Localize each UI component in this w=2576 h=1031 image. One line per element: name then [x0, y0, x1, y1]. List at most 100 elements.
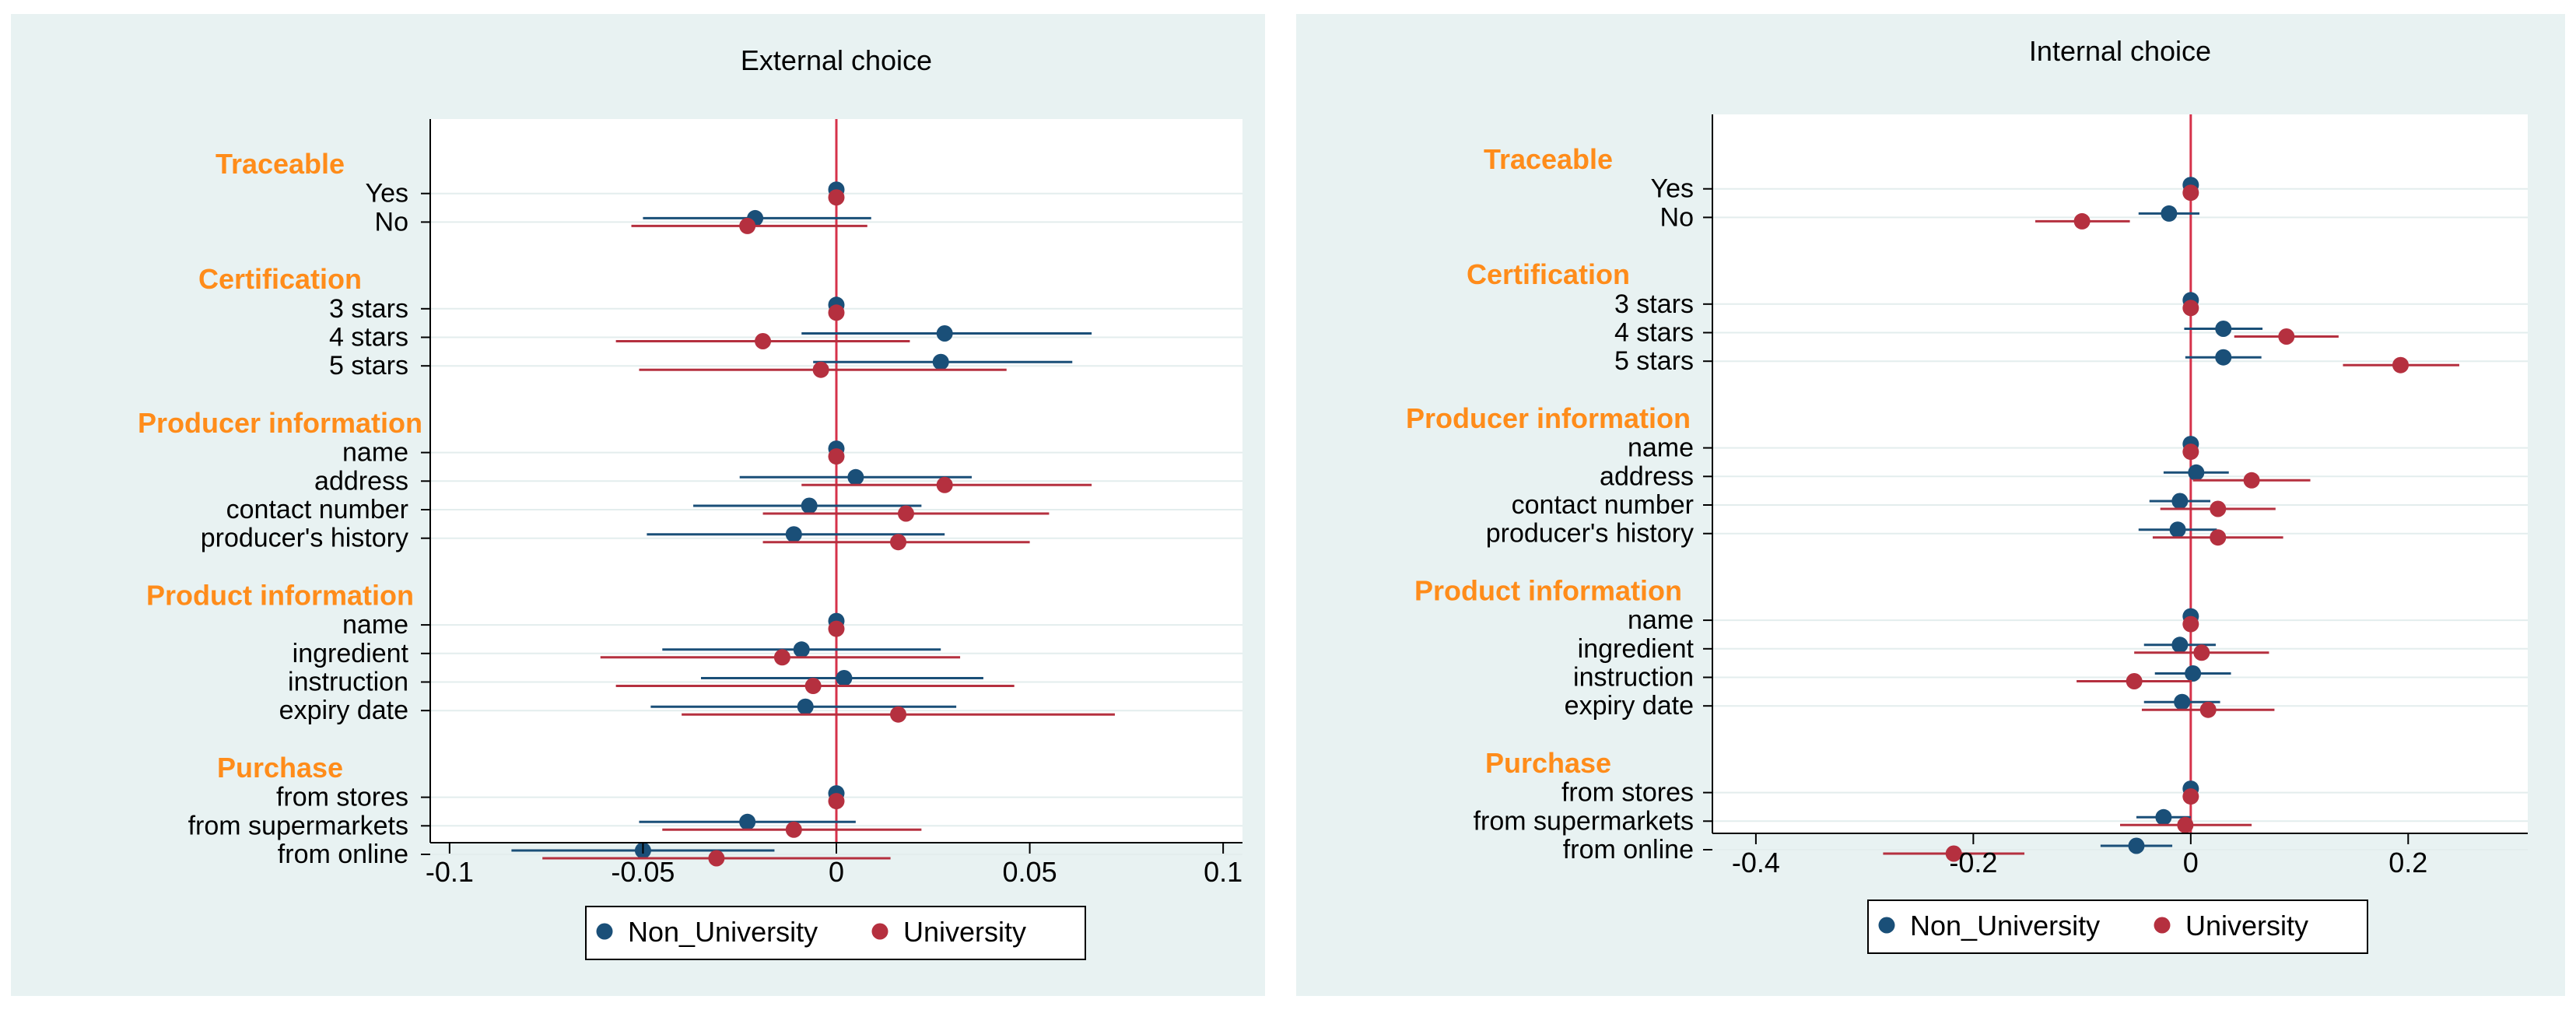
category-tick-label: No	[1660, 202, 1694, 232]
category-tick-label: contact number	[1512, 490, 1694, 520]
university-point	[2243, 472, 2260, 489]
non-university-point	[2185, 665, 2202, 682]
group-heading-label: Purchase	[1485, 747, 1611, 779]
x-tick-label: -0.2	[1949, 847, 1997, 878]
university-point	[2210, 500, 2227, 517]
x-tick-label: 0	[829, 856, 844, 888]
university-point	[2182, 300, 2199, 317]
group-heading-label: Certification	[198, 263, 362, 295]
non-university-point	[2174, 693, 2191, 710]
x-tick-label: 0.1	[1204, 856, 1242, 888]
category-tick-label: producer's history	[1486, 519, 1694, 549]
category-tick-label: from supermarkets	[1474, 806, 1694, 836]
category-tick-label: instruction	[288, 668, 408, 697]
university-point	[828, 304, 845, 321]
university-point	[773, 649, 790, 666]
category-tick-label: from online	[278, 840, 408, 869]
legend-label: University	[2185, 910, 2308, 942]
group-heading-label: Product information	[1414, 574, 1682, 606]
chart-title: External choice	[741, 44, 932, 76]
university-point	[785, 821, 802, 838]
university-legend-marker	[2154, 917, 2171, 934]
non-university-point	[2171, 636, 2189, 654]
category-tick-label: 5 stars	[1614, 346, 1694, 376]
university-point	[2210, 529, 2227, 546]
university-point	[2199, 701, 2217, 718]
legend-label: Non_University	[1910, 910, 2100, 942]
university-point	[828, 189, 845, 206]
university-point	[708, 850, 725, 867]
university-point	[812, 361, 829, 378]
category-tick-label: 5 stars	[329, 351, 408, 380]
university-point	[890, 706, 907, 723]
category-tick-label: No	[375, 207, 408, 237]
non-university-point	[2171, 493, 2189, 510]
category-tick-label: ingredient	[1578, 634, 1695, 664]
non-university-point	[2188, 464, 2205, 481]
category-tick-label: address	[314, 466, 408, 496]
category-tick-label: 3 stars	[329, 294, 408, 324]
group-heading-label: Purchase	[217, 752, 343, 784]
university-point	[2182, 615, 2199, 633]
non-university-point	[2155, 808, 2172, 826]
university-point	[739, 217, 756, 234]
non-university-point	[2169, 521, 2186, 538]
category-tick-label: from stores	[1561, 778, 1694, 808]
non-university-point	[797, 698, 814, 715]
non-university-point	[936, 325, 953, 342]
x-tick-label: -0.1	[426, 856, 474, 888]
university-point	[2182, 788, 2199, 805]
group-heading-label: Product information	[146, 579, 414, 611]
non-university-point	[801, 497, 818, 514]
university-point	[936, 476, 953, 493]
non-university-legend-marker	[596, 923, 613, 940]
category-tick-label: name	[342, 438, 408, 468]
non-university-point	[739, 813, 756, 830]
university-point	[2392, 356, 2410, 373]
x-tick-label: 0.05	[1003, 856, 1057, 888]
university-point	[2073, 212, 2091, 230]
non-university-point	[793, 641, 810, 658]
group-heading-label: Traceable	[216, 148, 345, 180]
non-university-point	[836, 670, 853, 686]
university-point	[2177, 816, 2194, 833]
category-tick-label: Yes	[1651, 174, 1694, 204]
x-tick-label: -0.4	[1732, 847, 1780, 878]
non-university-point	[932, 353, 949, 370]
x-tick-label: 0.2	[2388, 847, 2427, 878]
category-tick-label: name	[342, 610, 408, 640]
university-point	[828, 448, 845, 465]
non-university-legend-marker	[1878, 917, 1895, 934]
category-tick-label: 3 stars	[1614, 289, 1694, 319]
non-university-point	[2161, 205, 2178, 222]
university-legend-marker	[871, 923, 888, 940]
group-heading-label: Producer information	[138, 407, 422, 439]
university-point	[755, 333, 772, 349]
category-tick-label: from stores	[276, 783, 408, 812]
non-university-point	[2128, 837, 2145, 854]
university-point	[2193, 644, 2210, 661]
legend: Non_University University	[585, 906, 1086, 960]
university-point	[804, 678, 822, 694]
legend-box	[585, 906, 1086, 960]
x-tick-label: -0.05	[611, 856, 675, 888]
category-tick-label: address	[1600, 461, 1694, 491]
group-heading-label: Producer information	[1406, 402, 1691, 434]
university-point	[1945, 845, 1962, 862]
category-tick-label: 4 stars	[329, 323, 408, 352]
university-point	[2126, 673, 2143, 689]
category-tick-label: contact number	[226, 495, 408, 524]
legend-box	[1867, 899, 2368, 954]
category-tick-label: expiry date	[1565, 691, 1694, 721]
university-point	[828, 620, 845, 637]
university-point	[2278, 328, 2295, 345]
legend: Non_University University	[1867, 899, 2368, 954]
group-heading-label: Traceable	[1484, 143, 1613, 175]
plot-area	[1712, 114, 2528, 833]
university-point	[2182, 444, 2199, 461]
non-university-point	[2215, 349, 2232, 366]
category-tick-label: instruction	[1573, 663, 1694, 693]
